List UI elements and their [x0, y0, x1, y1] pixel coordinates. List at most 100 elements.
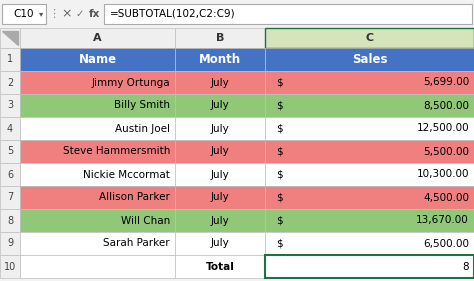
Text: 13,670.00: 13,670.00 [416, 216, 469, 225]
Bar [0, 140, 20, 163]
Bar [175, 140, 265, 163]
Text: C10: C10 [14, 9, 34, 19]
Text: $: $ [276, 169, 283, 180]
Text: July: July [210, 216, 229, 225]
Bar [175, 186, 265, 209]
Text: Sarah Parker: Sarah Parker [103, 239, 170, 248]
Text: ✓: ✓ [76, 9, 84, 19]
Text: B: B [216, 33, 224, 43]
Text: 12,500.00: 12,500.00 [416, 124, 469, 133]
Text: =SUBTOTAL(102,C2:C9): =SUBTOTAL(102,C2:C9) [110, 9, 236, 19]
Polygon shape [2, 31, 18, 45]
Text: $: $ [276, 239, 283, 248]
Bar [0, 255, 20, 278]
Bar [175, 232, 265, 255]
Text: Will Chan: Will Chan [121, 216, 170, 225]
Text: Sales: Sales [352, 53, 387, 66]
Bar [175, 48, 265, 71]
Text: Allison Parker: Allison Parker [99, 192, 170, 203]
Text: Steve Hammersmith: Steve Hammersmith [63, 146, 170, 157]
Text: 10,300.00: 10,300.00 [417, 169, 469, 180]
Text: 7: 7 [7, 192, 13, 203]
Text: 8: 8 [7, 216, 13, 225]
Bar [2, 4, 46, 24]
Bar [0, 186, 20, 209]
Text: 2: 2 [7, 78, 13, 87]
Text: 3: 3 [7, 101, 13, 110]
Bar [20, 94, 175, 117]
Bar [265, 255, 474, 278]
Bar [265, 71, 474, 94]
Bar [20, 71, 175, 94]
Bar [265, 140, 474, 163]
Text: July: July [210, 192, 229, 203]
Text: ⋮: ⋮ [48, 9, 60, 19]
Bar [265, 232, 474, 255]
Text: Total: Total [206, 262, 235, 271]
Bar [0, 232, 20, 255]
Text: July: July [210, 169, 229, 180]
Bar [20, 255, 175, 278]
Bar [20, 28, 175, 48]
Bar [175, 163, 265, 186]
Bar [265, 48, 474, 71]
Bar [265, 117, 474, 140]
Text: $: $ [276, 216, 283, 225]
Bar [104, 4, 472, 24]
Bar [0, 94, 20, 117]
Text: Nickie Mccormat: Nickie Mccormat [83, 169, 170, 180]
Text: $: $ [276, 101, 283, 110]
Text: ×: × [62, 8, 72, 21]
Bar [265, 186, 474, 209]
Text: 1: 1 [7, 55, 13, 65]
Bar [20, 209, 175, 232]
Bar [0, 163, 20, 186]
Bar [0, 48, 20, 71]
Text: July: July [210, 239, 229, 248]
Bar [20, 232, 175, 255]
Text: ▾: ▾ [39, 10, 43, 19]
Text: 9: 9 [7, 239, 13, 248]
Bar [20, 48, 175, 71]
Text: July: July [210, 146, 229, 157]
Text: A: A [93, 33, 102, 43]
Text: July: July [210, 101, 229, 110]
Text: $: $ [276, 146, 283, 157]
Text: July: July [210, 78, 229, 87]
Text: $: $ [276, 124, 283, 133]
Bar [175, 28, 265, 48]
Bar [175, 117, 265, 140]
Bar [0, 28, 20, 48]
Text: Name: Name [78, 53, 117, 66]
Bar [175, 255, 265, 278]
Bar [175, 71, 265, 94]
Text: 8: 8 [462, 262, 469, 271]
Text: 6,500.00: 6,500.00 [423, 239, 469, 248]
Text: 6: 6 [7, 169, 13, 180]
Bar [175, 94, 265, 117]
Text: July: July [210, 124, 229, 133]
Text: Month: Month [199, 53, 241, 66]
Text: fx: fx [88, 9, 100, 19]
Bar [0, 0, 474, 28]
Text: 10: 10 [4, 262, 16, 271]
Bar [265, 28, 474, 48]
Bar [265, 209, 474, 232]
Text: 8,500.00: 8,500.00 [423, 101, 469, 110]
Bar [0, 209, 20, 232]
Bar [265, 94, 474, 117]
Text: 4: 4 [7, 124, 13, 133]
Bar [20, 140, 175, 163]
Bar [20, 163, 175, 186]
Text: 5,699.00: 5,699.00 [423, 78, 469, 87]
Text: 5: 5 [7, 146, 13, 157]
Bar [0, 117, 20, 140]
Bar [265, 163, 474, 186]
Text: Billy Smith: Billy Smith [114, 101, 170, 110]
Text: $: $ [276, 192, 283, 203]
Bar [20, 117, 175, 140]
Bar [0, 71, 20, 94]
Text: 4,500.00: 4,500.00 [423, 192, 469, 203]
Text: Jimmy Ortunga: Jimmy Ortunga [91, 78, 170, 87]
Bar [175, 209, 265, 232]
